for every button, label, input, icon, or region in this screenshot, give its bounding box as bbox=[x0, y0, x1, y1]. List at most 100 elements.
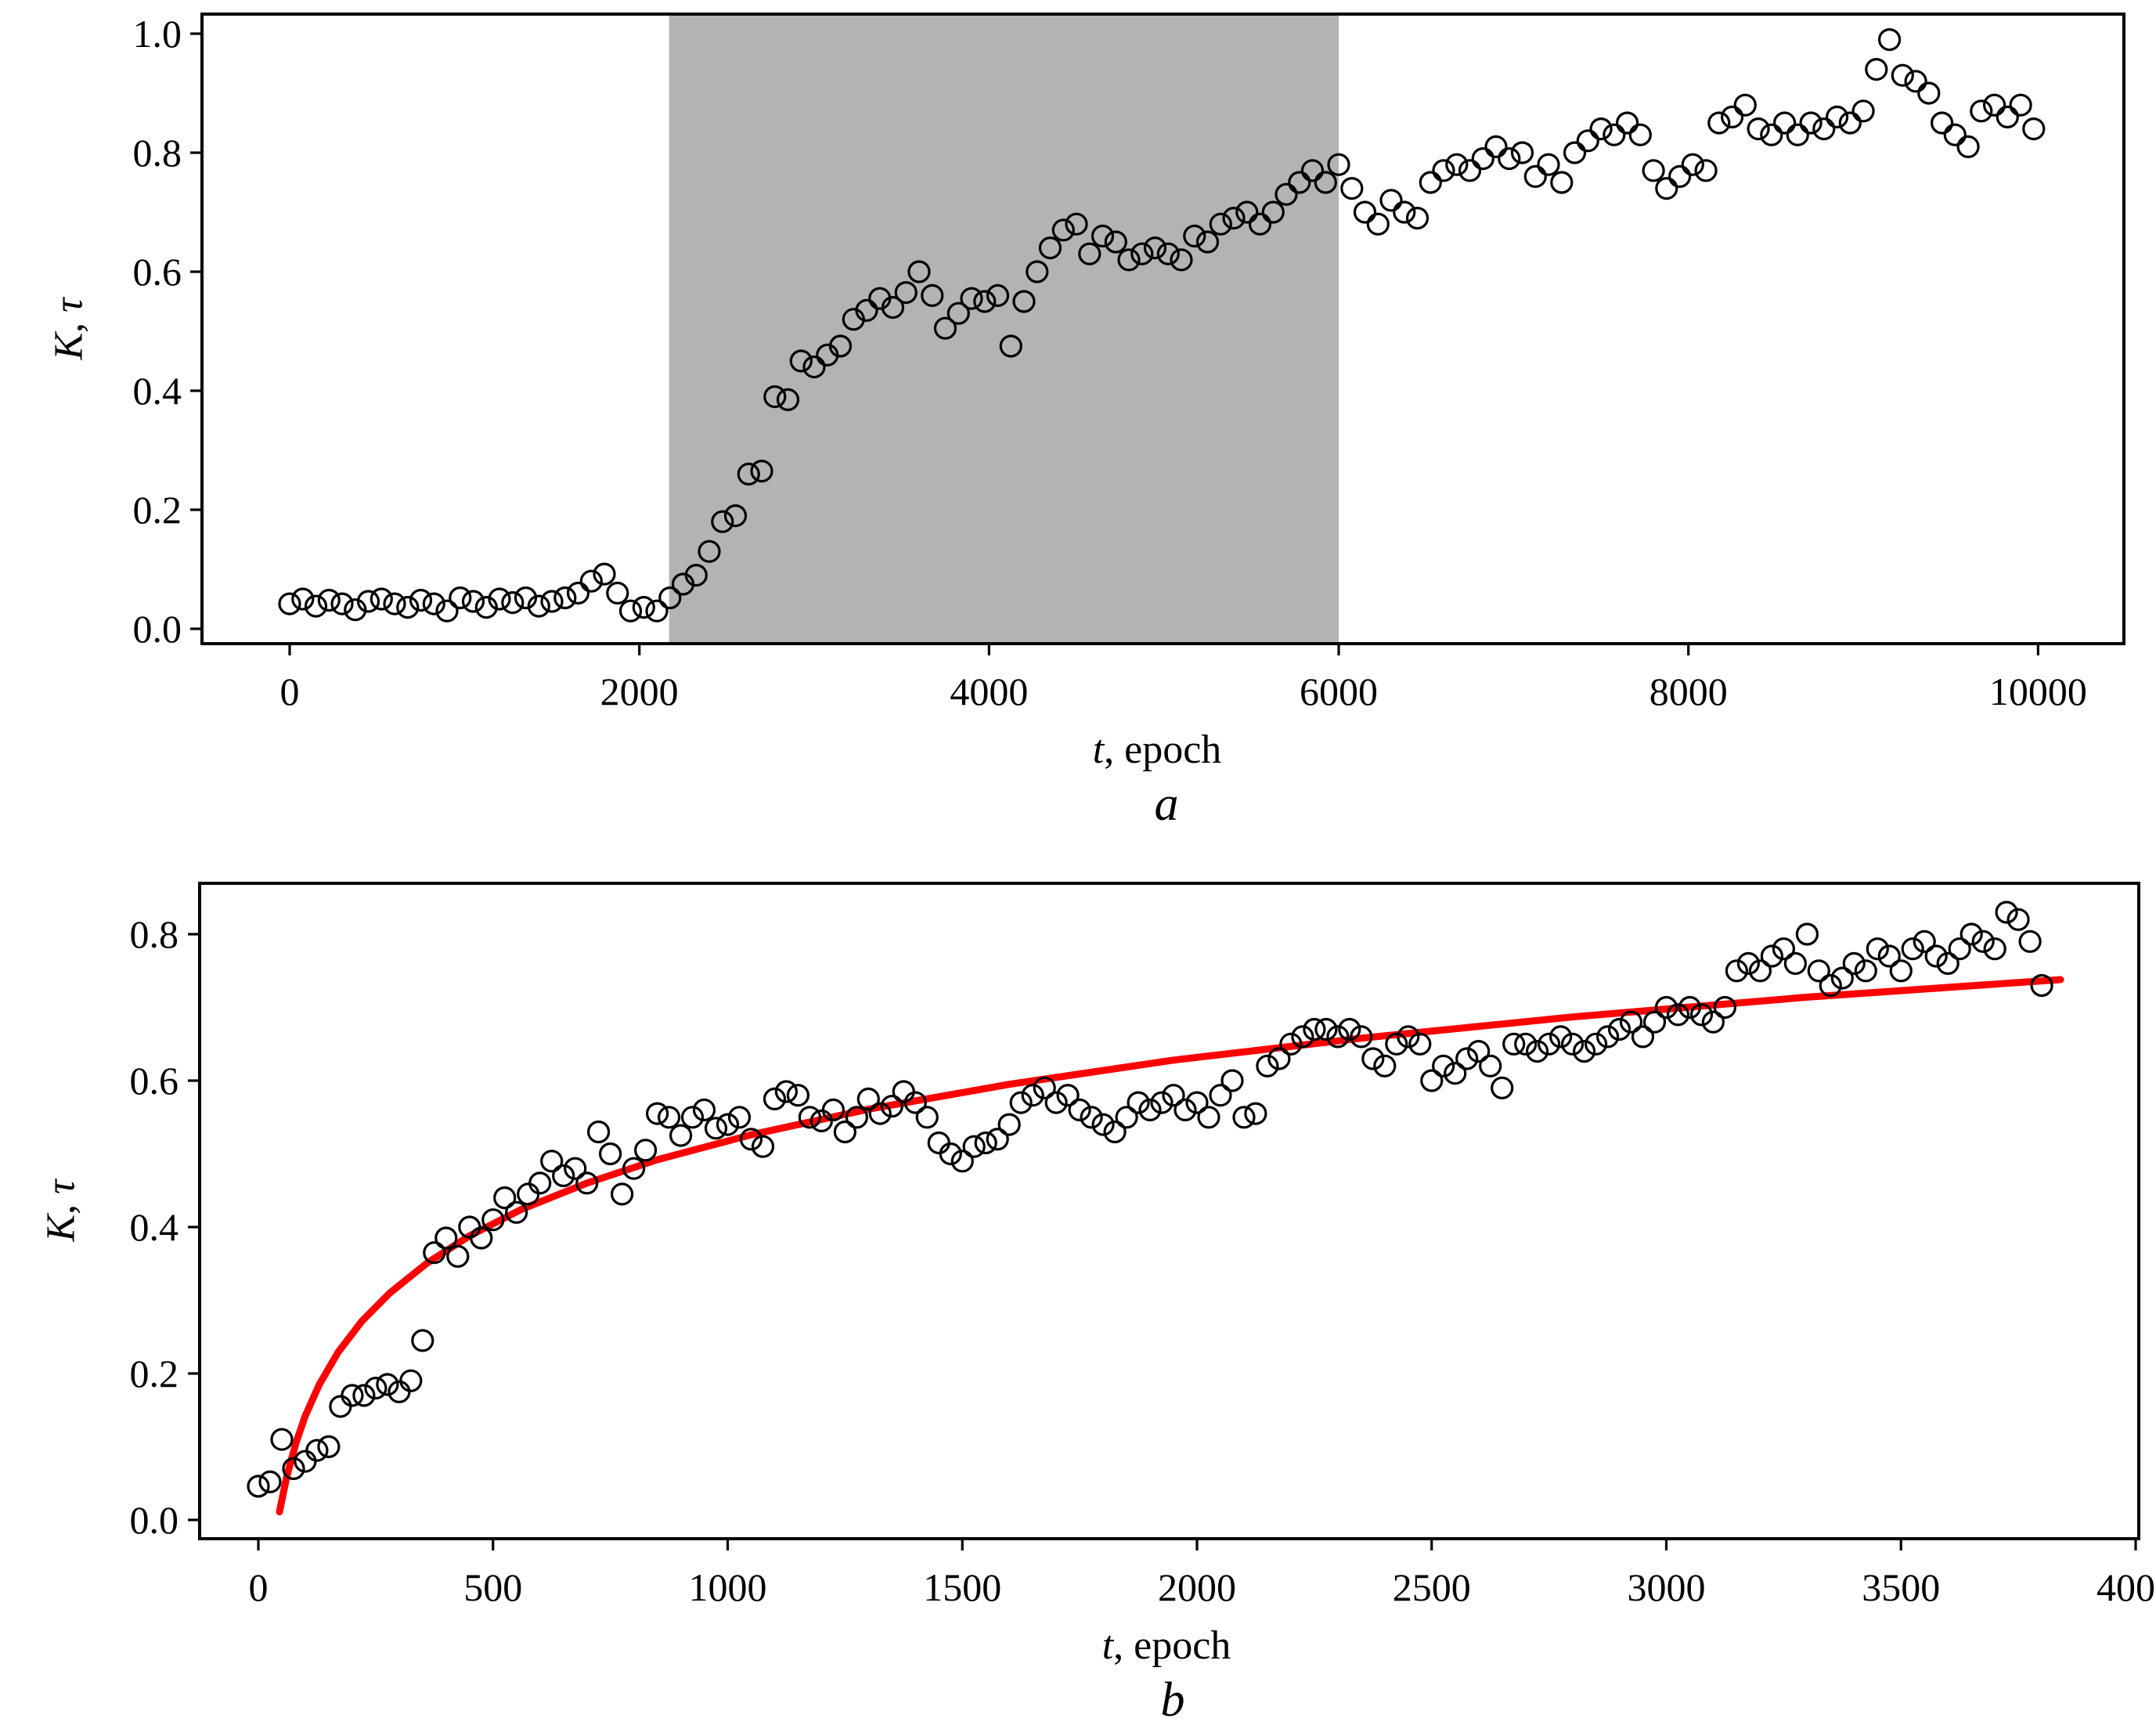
panel-a-point bbox=[632, 595, 655, 619]
panel-a-point bbox=[1498, 147, 1521, 171]
panel-a-point bbox=[540, 590, 564, 613]
panel-b-x-axis-label: t, epoch bbox=[1102, 1623, 1231, 1669]
panel-b-point bbox=[1080, 1106, 1103, 1129]
panel-b-point bbox=[1666, 1003, 1690, 1027]
panel-b-point bbox=[1701, 1010, 1725, 1034]
panel-b-point bbox=[1267, 1047, 1291, 1070]
panel-b-point bbox=[1619, 1010, 1643, 1034]
panel-b-point bbox=[1760, 944, 1783, 968]
panel-a-point bbox=[1707, 111, 1731, 135]
panel-b-point bbox=[517, 1182, 540, 1206]
panel-b-point bbox=[1420, 1069, 1444, 1092]
panel-b-point bbox=[329, 1395, 352, 1418]
panel-a-letter: a bbox=[1154, 778, 1179, 831]
panel-b-point bbox=[2006, 908, 2030, 931]
panel-a-point bbox=[344, 598, 367, 622]
panel-b-point bbox=[364, 1377, 388, 1400]
panel-a-point bbox=[435, 599, 459, 623]
panel-b-x-tick-label: 1500 bbox=[923, 1565, 1001, 1609]
panel-a-x-tick-label: 6000 bbox=[1300, 670, 1378, 713]
panel-a-point bbox=[1983, 93, 2006, 117]
panel-b-point bbox=[1936, 951, 1960, 976]
panel-b-point bbox=[1256, 1054, 1279, 1077]
panel-b-point bbox=[1877, 944, 1901, 968]
panel-b-point bbox=[1596, 1025, 1620, 1049]
panel-b-point bbox=[1525, 1039, 1549, 1063]
panel-b-point bbox=[1479, 1054, 1502, 1077]
panel-a-point bbox=[1550, 171, 1574, 194]
panel-b-ylabel-tau: τ bbox=[38, 1179, 84, 1194]
panel-a-point bbox=[1314, 171, 1337, 194]
panel-b-point bbox=[892, 1080, 915, 1103]
panel-a-point bbox=[1655, 177, 1678, 200]
panel-b-point bbox=[1960, 922, 1983, 946]
panel-b-point bbox=[622, 1157, 646, 1180]
panel-b-point bbox=[1174, 1098, 1197, 1122]
panel-b-point bbox=[1162, 1084, 1185, 1107]
panel-b-point bbox=[1338, 1017, 1361, 1041]
panel-b-y-tick-label: 0.0 bbox=[130, 1498, 179, 1542]
panel-b-point bbox=[481, 1208, 505, 1232]
panel-b-point bbox=[388, 1380, 411, 1404]
panel-a-point bbox=[1721, 105, 1744, 128]
panel-b-ylabel-K: K bbox=[38, 1214, 84, 1242]
panel-a-point bbox=[449, 586, 472, 610]
panel-a-point bbox=[461, 590, 485, 613]
panel-a-point bbox=[828, 334, 853, 358]
panel-a-x-tick-label: 4000 bbox=[950, 670, 1028, 713]
panel-a-point bbox=[1170, 248, 1193, 272]
panel-b-point bbox=[575, 1171, 599, 1195]
panel-b-point bbox=[645, 1102, 669, 1125]
panel-b-point bbox=[1819, 973, 1842, 998]
panel-a-point bbox=[1340, 177, 1364, 200]
panel-a-point bbox=[278, 592, 301, 615]
panel-a-point bbox=[684, 563, 708, 587]
panel-a-point bbox=[1300, 159, 1325, 182]
panel-b-point bbox=[1913, 929, 1936, 953]
panel-a-y-axis-label: K, τ bbox=[46, 298, 92, 359]
panel-a-point bbox=[618, 599, 643, 623]
panel-b-point bbox=[633, 1139, 658, 1162]
panel-a-point bbox=[1996, 105, 2019, 128]
panel-a-point bbox=[1956, 135, 1980, 158]
panel-a-point bbox=[1235, 200, 1259, 224]
panel-b-x-tick-label: 0 bbox=[249, 1565, 269, 1609]
panel-a-point bbox=[1616, 111, 1639, 135]
panel-b-point bbox=[1748, 959, 1772, 983]
panel-a-point bbox=[501, 590, 525, 615]
panel-a-point bbox=[553, 586, 577, 610]
panel-a-y-tick-label: 0.4 bbox=[133, 369, 182, 413]
panel-a-point bbox=[488, 587, 511, 611]
panel-b-point bbox=[1291, 1025, 1314, 1049]
panel-b-xlabel-t: t bbox=[1101, 1623, 1114, 1668]
panel-a-point bbox=[1078, 242, 1101, 265]
panel-b-point bbox=[1326, 1025, 1350, 1049]
panel-b-point bbox=[1068, 1098, 1091, 1122]
panel-a-point bbox=[1773, 111, 1797, 135]
panel-b-point bbox=[786, 1084, 810, 1107]
panel-b-point bbox=[669, 1124, 693, 1147]
panel-a-point bbox=[789, 349, 813, 373]
panel-b-point bbox=[798, 1106, 822, 1129]
panel-b-point bbox=[856, 1087, 880, 1111]
panel-b-point bbox=[704, 1117, 728, 1140]
panel-b-point bbox=[247, 1475, 270, 1498]
panel-a-point bbox=[409, 588, 433, 612]
panel-b-point bbox=[974, 1131, 997, 1155]
panel-b-point bbox=[352, 1384, 376, 1407]
panel-a-point bbox=[933, 316, 957, 340]
panel-a-point bbox=[698, 540, 721, 563]
panel-b-y-tick-label: 0.4 bbox=[130, 1205, 179, 1249]
panel-a-point bbox=[370, 587, 393, 611]
panel-a-point bbox=[1051, 218, 1075, 242]
panel-a-point bbox=[1274, 182, 1298, 206]
panel-b-y-tick-label: 0.6 bbox=[130, 1059, 179, 1103]
panel-b-point bbox=[376, 1373, 399, 1396]
panel-a-point bbox=[396, 595, 420, 619]
panel-a-point bbox=[2009, 93, 2032, 117]
panel-a-point bbox=[1458, 159, 1482, 182]
panel-b-point bbox=[1056, 1084, 1080, 1107]
panel-a-point bbox=[1878, 27, 1902, 52]
